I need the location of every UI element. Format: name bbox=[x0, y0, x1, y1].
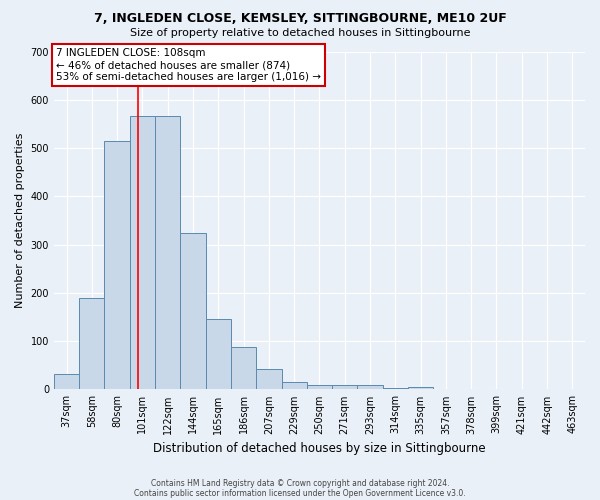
Text: Size of property relative to detached houses in Sittingbourne: Size of property relative to detached ho… bbox=[130, 28, 470, 38]
Text: 7 INGLEDEN CLOSE: 108sqm
← 46% of detached houses are smaller (874)
53% of semi-: 7 INGLEDEN CLOSE: 108sqm ← 46% of detach… bbox=[56, 48, 322, 82]
Bar bbox=[181, 232, 206, 390]
Bar bbox=[256, 369, 281, 390]
Bar bbox=[307, 384, 332, 390]
Bar bbox=[383, 388, 408, 390]
Bar bbox=[54, 374, 79, 390]
Text: 7, INGLEDEN CLOSE, KEMSLEY, SITTINGBOURNE, ME10 2UF: 7, INGLEDEN CLOSE, KEMSLEY, SITTINGBOURN… bbox=[94, 12, 506, 26]
Bar bbox=[104, 141, 130, 390]
Bar bbox=[130, 116, 155, 390]
Bar bbox=[155, 116, 181, 390]
Bar bbox=[408, 387, 433, 390]
X-axis label: Distribution of detached houses by size in Sittingbourne: Distribution of detached houses by size … bbox=[153, 442, 486, 455]
Bar bbox=[332, 385, 358, 390]
Text: Contains HM Land Registry data © Crown copyright and database right 2024.: Contains HM Land Registry data © Crown c… bbox=[151, 478, 449, 488]
Bar bbox=[231, 347, 256, 390]
Bar bbox=[206, 320, 231, 390]
Bar bbox=[79, 298, 104, 390]
Bar bbox=[281, 382, 307, 390]
Bar bbox=[358, 384, 383, 390]
Text: Contains public sector information licensed under the Open Government Licence v3: Contains public sector information licen… bbox=[134, 488, 466, 498]
Y-axis label: Number of detached properties: Number of detached properties bbox=[15, 133, 25, 308]
